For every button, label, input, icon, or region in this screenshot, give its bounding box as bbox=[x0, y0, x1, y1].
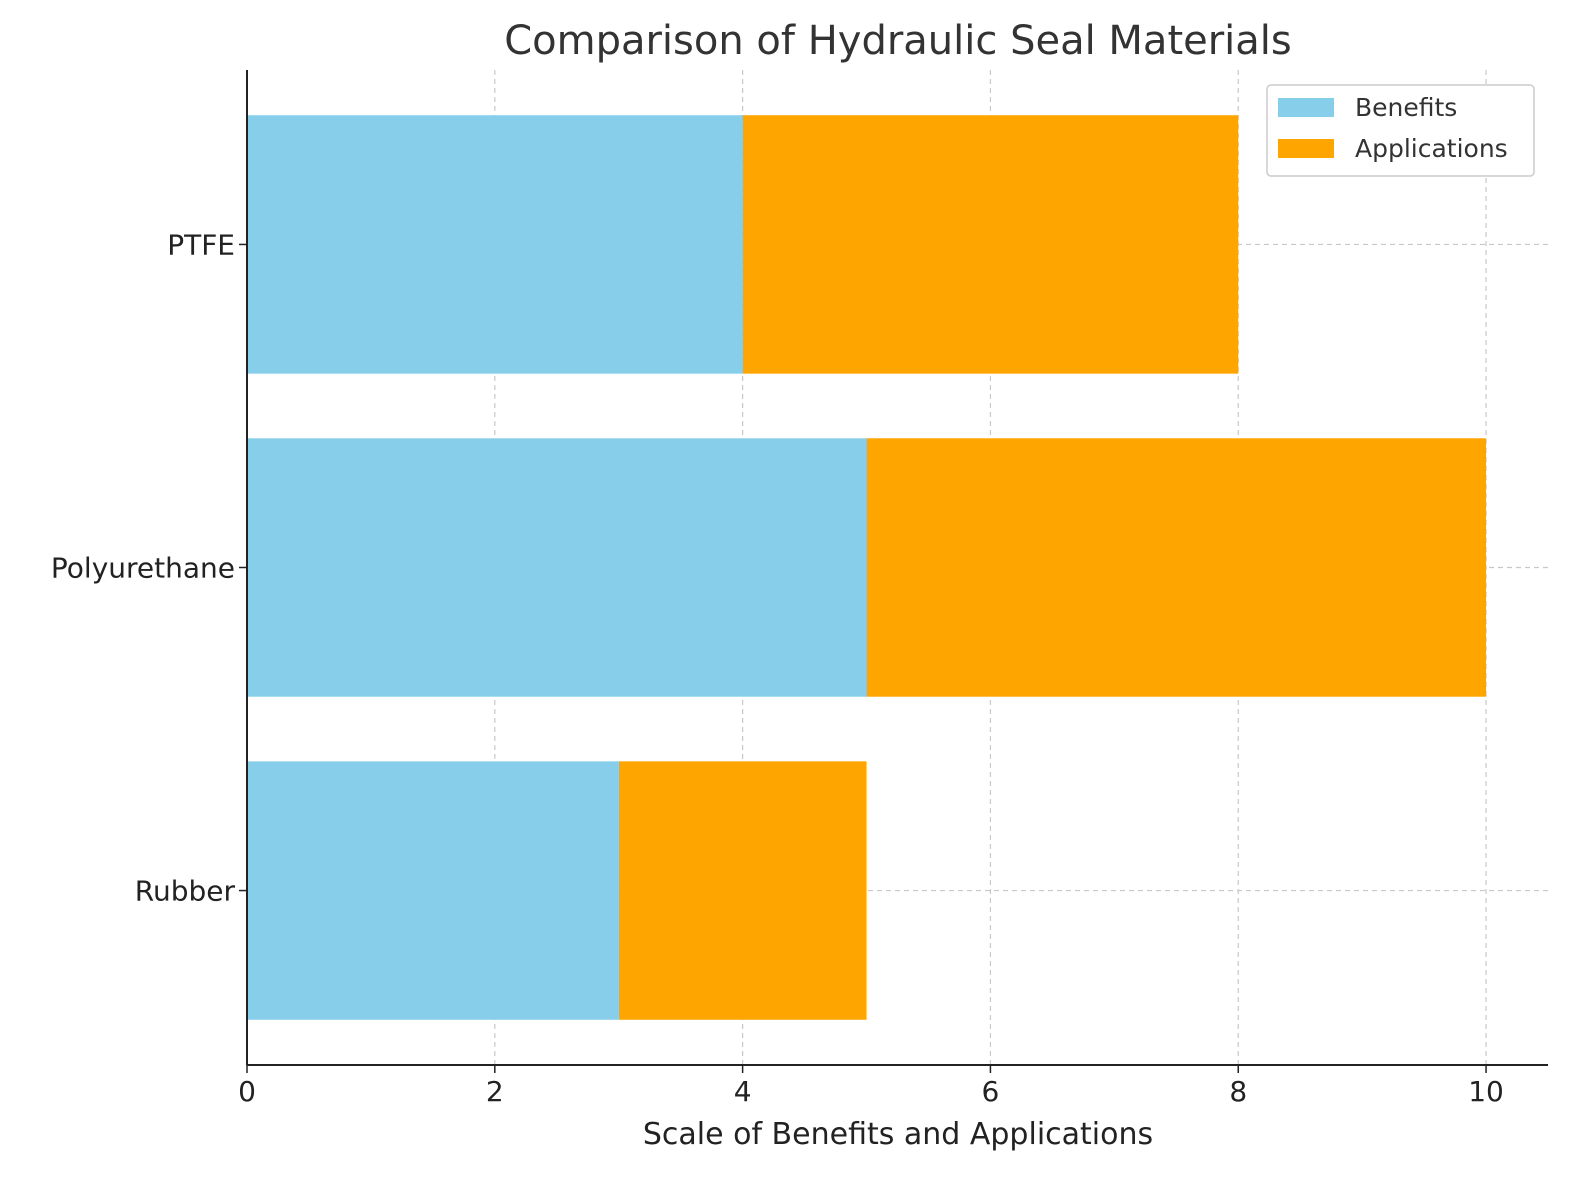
legend-label: Applications bbox=[1355, 134, 1508, 163]
chart-title: Comparison of Hydraulic Seal Materials bbox=[504, 18, 1292, 64]
axes: 0 2 4 6 8 10 Rubber Polyurethane PTFE bbox=[51, 70, 1548, 1108]
x-tick-label: 10 bbox=[1468, 1075, 1504, 1108]
x-tick-label: 6 bbox=[982, 1075, 1000, 1108]
y-tick-label: Rubber bbox=[135, 875, 236, 908]
bar-applications-polyurethane bbox=[866, 438, 1487, 697]
bar-applications-rubber bbox=[618, 761, 867, 1020]
x-tick-label: 8 bbox=[1229, 1075, 1247, 1108]
bar-benefits-polyurethane bbox=[247, 438, 867, 697]
x-tick-label: 2 bbox=[486, 1075, 504, 1108]
bar-benefits-ptfe bbox=[247, 115, 743, 374]
bars bbox=[247, 115, 1487, 1020]
y-tick-label: Polyurethane bbox=[51, 552, 235, 585]
y-tick-label: PTFE bbox=[167, 228, 235, 261]
legend-label: Benefits bbox=[1355, 93, 1457, 122]
x-tick-label: 4 bbox=[734, 1075, 752, 1108]
legend-swatch-benefits bbox=[1278, 98, 1334, 117]
legend-swatch-applications bbox=[1278, 139, 1334, 158]
bar-applications-ptfe bbox=[742, 115, 1239, 374]
x-tick-label: 0 bbox=[238, 1075, 256, 1108]
x-axis-label: Scale of Benefits and Applications bbox=[643, 1117, 1153, 1152]
legend: Benefits Applications bbox=[1266, 84, 1535, 177]
bar-benefits-rubber bbox=[247, 761, 619, 1020]
